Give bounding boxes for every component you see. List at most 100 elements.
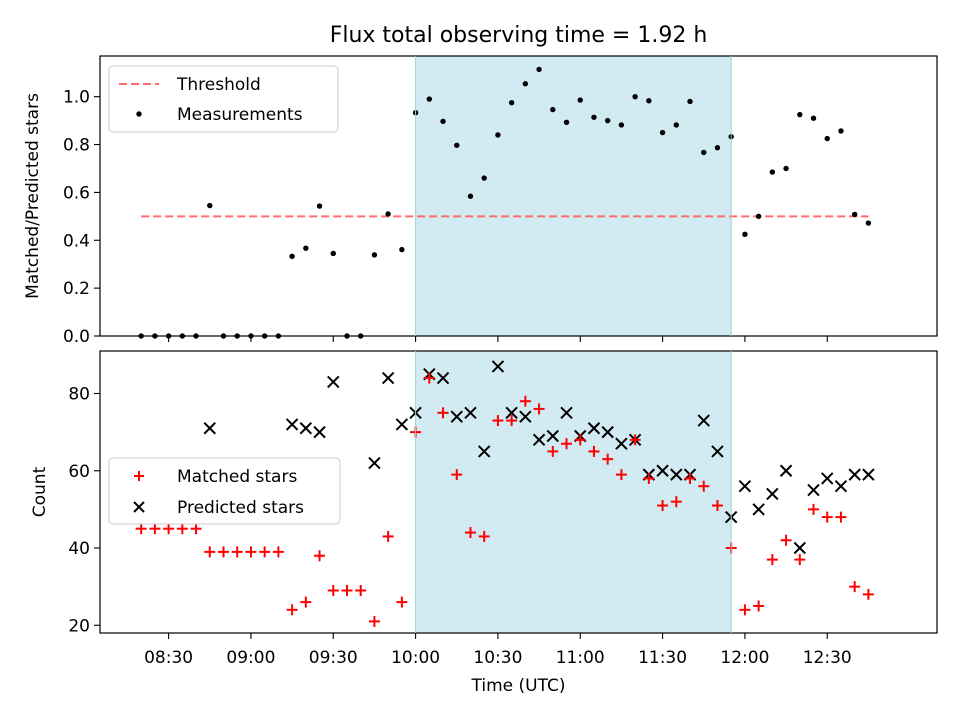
measurement-point <box>522 81 529 87</box>
x-tick-label: 09:30 <box>309 648 358 668</box>
predicted-star-point <box>395 418 409 431</box>
predicted-star-point <box>738 479 752 493</box>
measurement-point <box>851 211 858 218</box>
matched-star-point <box>451 469 463 481</box>
y-tick-label: 80 <box>68 384 90 404</box>
predicted-star-point <box>381 371 395 385</box>
x-tick-label: 12:30 <box>803 648 852 668</box>
bottom-x-ticks: 08:30 09:00 09:30 10:00 10:30 11:00 11:30 12:00… <box>144 633 852 668</box>
predicted-star-point <box>848 468 861 481</box>
bottom-panel: 20 40 60 80 08:30 09:00 09:30 10:00 10:30 11:00 1… <box>30 350 938 696</box>
bottom-shaded-region <box>415 351 732 633</box>
predicted-star-point <box>711 445 724 458</box>
measurement-point <box>536 66 542 73</box>
matched-star-point <box>382 530 394 542</box>
predicted-star-point <box>821 472 834 485</box>
predicted-star-point <box>752 503 765 516</box>
predicted-star-point <box>807 483 820 497</box>
matched-star-point <box>615 469 627 481</box>
legend-predicted-label: Predicted stars <box>177 498 304 518</box>
measurement-point <box>385 211 391 217</box>
y-tick-label: 20 <box>68 616 90 636</box>
predicted-star-point <box>519 410 532 423</box>
x-tick-label: 11:00 <box>556 648 605 668</box>
matched-star-point <box>684 472 696 484</box>
predicted-star-point <box>203 422 216 435</box>
measurement-point <box>797 111 803 118</box>
measurement-point <box>289 253 295 260</box>
matched-star-point <box>204 546 216 558</box>
x-tick-label: 08:30 <box>144 648 193 668</box>
bottom-y-axis-label: Count <box>30 466 50 517</box>
y-tick-label: 0.6 <box>63 183 90 203</box>
matched-star-point <box>464 527 476 539</box>
predicted-star-point <box>532 433 546 447</box>
bottom-axes-frame <box>99 350 938 634</box>
predicted-star-point <box>766 487 779 501</box>
x-tick-label: 12:00 <box>720 648 769 668</box>
matched-star-point <box>341 585 353 597</box>
matched-star-point <box>547 445 559 457</box>
predicted-star-point <box>793 541 806 555</box>
measurement-point <box>659 129 666 136</box>
predicted-star-point <box>450 410 463 423</box>
predicted-star-point <box>546 429 560 443</box>
measurement-point <box>330 250 336 257</box>
predicted-star-point <box>779 464 793 477</box>
y-tick-label: 1.0 <box>63 88 90 108</box>
matched-star-point <box>176 523 188 535</box>
matched-star-point <box>821 511 833 523</box>
y-tick-label: 0.0 <box>63 327 90 347</box>
matched-star-point <box>711 500 723 512</box>
measurement-point <box>207 202 213 209</box>
matched-star-point <box>437 407 449 419</box>
matched-star-point <box>286 604 298 616</box>
top-legend: Threshold Measurements <box>108 65 339 133</box>
matched-star-point <box>794 554 806 566</box>
legend-measurements-label: Measurements <box>177 105 303 125</box>
matched-star-point <box>766 554 778 566</box>
predicted-star-point <box>491 360 505 373</box>
measurement-point <box>454 142 460 148</box>
measurement-point <box>714 144 721 151</box>
measurement-point <box>865 220 872 226</box>
predicted-star-point <box>587 422 601 435</box>
measurement-point <box>577 97 583 103</box>
matched-star-point <box>835 511 847 523</box>
matched-star-point <box>478 530 490 542</box>
top-axes-frame <box>99 55 938 337</box>
predicted-star-point <box>505 406 518 420</box>
predicted-star-point <box>615 437 628 450</box>
y-tick-label: 0.4 <box>63 231 90 251</box>
measurement-point <box>550 106 556 113</box>
legend-threshold-label: Threshold <box>176 75 261 95</box>
measurement-point <box>604 117 611 124</box>
matched-star-point <box>588 445 600 457</box>
y-tick-label: 60 <box>68 462 90 482</box>
matched-star-point <box>519 395 531 407</box>
measurement-point <box>316 203 323 209</box>
matched-star-point <box>327 585 339 597</box>
measurement-point <box>783 165 789 172</box>
matched-star-point <box>135 523 147 535</box>
measurement-point <box>673 122 679 128</box>
measurement-point <box>824 135 830 142</box>
matched-star-point <box>602 453 614 465</box>
measurement-point <box>632 93 638 100</box>
predicted-star-point <box>368 456 381 470</box>
predicted-star-point <box>436 371 450 385</box>
measurement-point <box>303 245 309 251</box>
measurement-point <box>810 115 817 121</box>
matched-star-point <box>657 500 669 512</box>
matched-star-point <box>259 546 271 558</box>
legend-matched-label: Matched stars <box>177 467 297 487</box>
x-tick-label: 10:30 <box>473 648 522 668</box>
matched-star-point <box>698 480 710 492</box>
measurement-point <box>687 98 693 105</box>
measurement-point <box>399 246 405 253</box>
predicted-star-point <box>560 406 573 420</box>
matched-stars-points <box>135 372 874 627</box>
matched-star-point <box>163 523 175 535</box>
matched-star-point <box>780 534 792 546</box>
y-tick-label: 40 <box>68 539 90 559</box>
